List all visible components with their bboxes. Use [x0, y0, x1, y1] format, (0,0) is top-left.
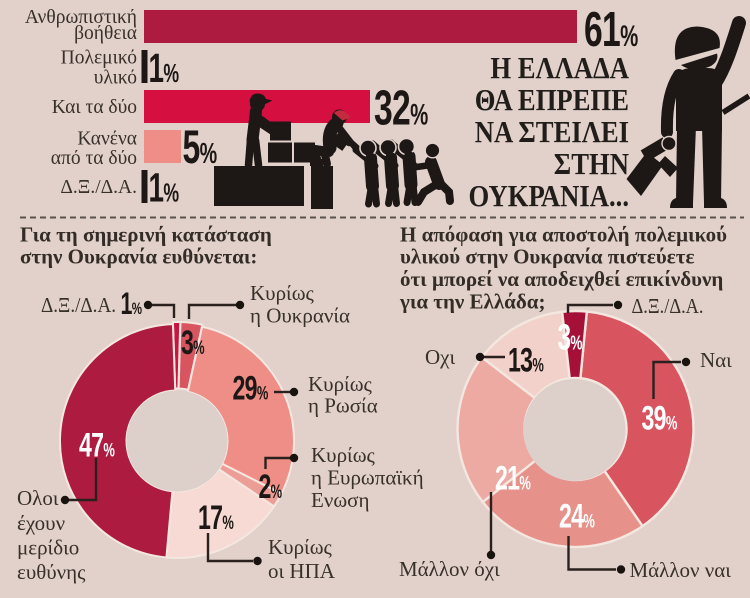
- svg-text:για την Ελλάδα;: για την Ελλάδα;: [399, 290, 546, 314]
- svg-text:υλικό: υλικό: [94, 68, 137, 89]
- svg-text:έχουν: έχουν: [17, 511, 65, 535]
- svg-text:Κυρίως: Κυρίως: [308, 372, 373, 396]
- svg-text:Για τη σημερινή κατάσταση: Για τη σημερινή κατάσταση: [20, 223, 272, 247]
- svg-text:Πολεμικό: Πολεμικό: [61, 48, 137, 69]
- svg-text:1%: 1%: [121, 286, 143, 321]
- svg-text:ΝΑ ΣΤΕΙΛΕΙ: ΝΑ ΣΤΕΙΛΕΙ: [475, 115, 629, 149]
- svg-text:Η απόφαση για αποστολή πολεμικ: Η απόφαση για αποστολή πολεμικού: [400, 223, 727, 247]
- svg-text:13%: 13%: [508, 342, 543, 379]
- svg-text:Δ.Ξ./Δ.Α.: Δ.Ξ./Δ.Α.: [632, 294, 704, 318]
- svg-text:η Ρωσία: η Ρωσία: [308, 394, 378, 418]
- svg-text:μερίδιο: μερίδιο: [17, 536, 79, 560]
- svg-text:Μάλλον όχι: Μάλλον όχι: [399, 557, 500, 581]
- svg-text:υλικού στην Ουκρανία πιστεύετε: υλικού στην Ουκρανία πιστεύετε: [400, 245, 694, 269]
- svg-text:βοήθεια: βοήθεια: [74, 23, 137, 44]
- svg-text:Ολοι: Ολοι: [17, 486, 59, 510]
- svg-text:οι ΗΠΑ: οι ΗΠΑ: [268, 559, 336, 583]
- svg-text:στην Ουκρανία ευθύνεται:: στην Ουκρανία ευθύνεται:: [20, 245, 257, 269]
- svg-text:Ενωση: Ενωση: [311, 488, 369, 512]
- svg-text:3%: 3%: [558, 317, 583, 358]
- svg-text:Ναι: Ναι: [700, 348, 732, 372]
- svg-text:Κυρίως: Κυρίως: [268, 535, 333, 559]
- svg-text:Ανθρωπιστική: Ανθρωπιστική: [25, 7, 137, 28]
- svg-text:Κυρίως: Κυρίως: [250, 281, 315, 305]
- svg-text:Κανένα: Κανένα: [77, 129, 137, 150]
- svg-text:61%: 61%: [584, 2, 638, 57]
- svg-text:ΘΑ ΕΠΡΕΠΕ: ΘΑ ΕΠΡΕΠΕ: [475, 83, 629, 117]
- svg-text:1%: 1%: [149, 46, 180, 92]
- svg-text:Δ.Ξ./Δ.Α.: Δ.Ξ./Δ.Α.: [60, 177, 137, 198]
- svg-text:ΣΤΗΝ: ΣΤΗΝ: [554, 147, 629, 181]
- svg-text:ευθύνης: ευθύνης: [17, 560, 86, 584]
- svg-text:Μάλλον ναι: Μάλλον ναι: [630, 558, 732, 582]
- svg-text:ότι μπορεί να αποδειχθεί επικί: ότι μπορεί να αποδειχθεί επικίνδυνη: [400, 267, 723, 291]
- svg-text:η Ευρωπαϊκή: η Ευρωπαϊκή: [311, 466, 424, 490]
- svg-text:Δ.Ξ./Δ.Α.: Δ.Ξ./Δ.Α.: [41, 293, 116, 317]
- svg-text:η Ουκρανία: η Ουκρανία: [250, 304, 350, 328]
- svg-text:ΟΥΚΡΑΝΙΑ...: ΟΥΚΡΑΝΙΑ...: [468, 179, 629, 213]
- svg-text:Η ΕΛΛΑΔΑ: Η ΕΛΛΑΔΑ: [490, 51, 629, 85]
- svg-text:5%: 5%: [183, 121, 218, 174]
- svg-text:από τα δύο: από τα δύο: [51, 148, 137, 169]
- svg-text:Οχι: Οχι: [425, 345, 455, 369]
- svg-text:1%: 1%: [149, 165, 180, 211]
- svg-text:32%: 32%: [374, 80, 428, 135]
- svg-text:Και τα δύο: Και τα δύο: [52, 97, 137, 118]
- svg-text:Κυρίως: Κυρίως: [311, 443, 376, 467]
